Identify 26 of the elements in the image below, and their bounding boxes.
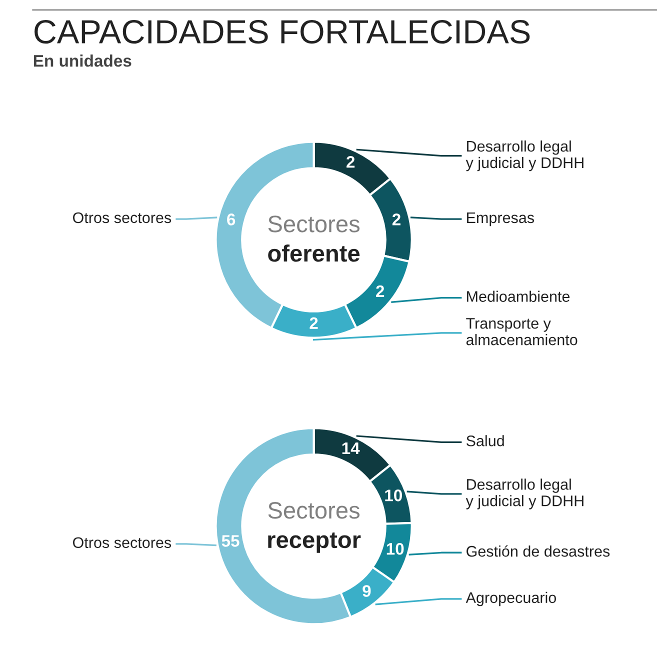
- slice-label: Transporte y almacenamiento: [466, 318, 578, 346]
- chart-subtitle: En unidades: [34, 54, 132, 67]
- data-label: 2: [346, 156, 355, 168]
- text: receptor: [268, 532, 361, 553]
- chart-title: CAPACIDADES FORTALECIDAS: [34, 20, 530, 44]
- text: Sectores: [268, 502, 360, 519]
- slice-label: Desarrollo legal y judicial y DDHH: [466, 140, 584, 172]
- data-label: 6: [227, 214, 236, 226]
- data-label: 10: [386, 542, 404, 555]
- data-label: 2: [392, 214, 400, 226]
- data-label: 2: [376, 285, 384, 297]
- text: oferente: [268, 244, 360, 262]
- data-label: 55: [222, 535, 240, 547]
- slice-label: Desarrollo legal y judicial y DDHH: [466, 478, 584, 510]
- slice-label: Otros sectores: [73, 212, 172, 224]
- text: Sectores: [268, 216, 360, 232]
- slice-label: Empresas: [467, 212, 534, 226]
- slice-label: Otros sectores: [73, 537, 172, 548]
- data-label: 2: [310, 317, 318, 329]
- slice-label: Agropecuario: [466, 592, 556, 606]
- slice-label: Gestión de desastres: [466, 545, 610, 557]
- data-label: 14: [342, 442, 360, 454]
- data-label: 9: [362, 585, 371, 597]
- slice-label: Medioambiente: [467, 290, 570, 302]
- data-label: 10: [385, 490, 402, 502]
- slice-label: Salud: [466, 435, 504, 446]
